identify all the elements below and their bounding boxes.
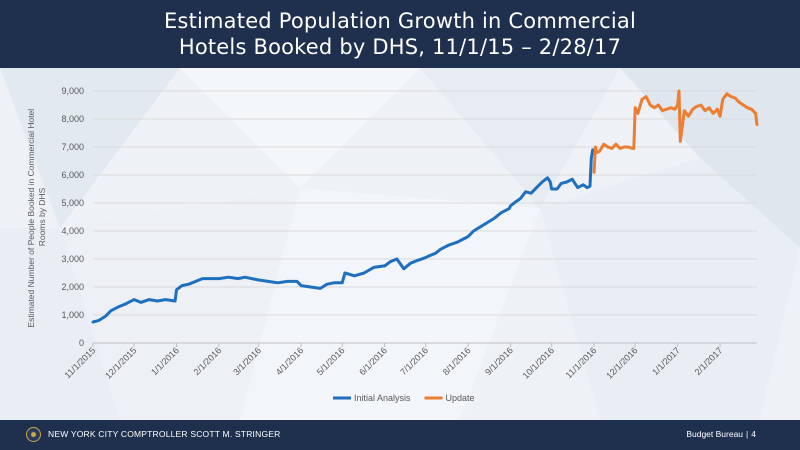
y-axis-label-line-2: Rooms by DHS	[37, 187, 47, 246]
grid-layer	[93, 90, 757, 344]
y-tick-label: 8,000	[61, 114, 84, 124]
x-tick-label: 6/1/2016	[357, 345, 389, 377]
y-axis-ticks: 0 1,000 2,000 3,000 4,000 5,000 6,000 7,000 8,00…	[61, 86, 84, 348]
background-polygons	[0, 68, 800, 420]
slide-title-line-1: Estimated Population Growth in Commercia…	[163, 9, 637, 33]
y-tick-label: 4,000	[61, 226, 84, 236]
y-tick-label: 5,000	[61, 198, 84, 208]
x-axis-ticks: 11/1/2015 12/1/2015 1/1/2016 2/1/2016 3/1/20…	[63, 343, 725, 381]
slide-header: Estimated Population Growth in Commercia…	[0, 0, 800, 68]
y-tick-label: 2,000	[61, 282, 84, 292]
y-axis-label-line-1: Estimated Number of People Booked in Com…	[26, 109, 36, 328]
x-tick-label: 11/1/2016	[564, 345, 599, 380]
slide-background	[0, 68, 800, 420]
x-tick-label: 9/1/2016	[483, 345, 515, 377]
series-line-initial-analysis	[91, 148, 595, 324]
x-tick-label: 10/1/2016	[521, 345, 556, 380]
y-tick-label: 7,000	[61, 142, 84, 152]
footer-department: Budget Bureau	[686, 429, 744, 439]
legend-label-initial-analysis: Initial Analysis	[354, 393, 411, 403]
x-tick-label: 2/1/2017	[693, 345, 725, 377]
footer-page-info: Budget Bureau | 4	[686, 429, 756, 439]
y-tick-label: 9,000	[61, 86, 84, 96]
x-tick-label: 1/1/2016	[149, 345, 181, 377]
x-tick-label: 12/1/2016	[604, 345, 639, 380]
x-tick-label: 12/1/2015	[103, 345, 138, 380]
x-tick-label: 1/1/2017	[650, 345, 682, 377]
y-tick-label: 0	[79, 338, 84, 348]
y-tick-label: 3,000	[61, 254, 84, 264]
line-chart: 0 1,000 2,000 3,000 4,000 5,000 6,000 7,000 8,00…	[26, 86, 759, 403]
slide-title-line-2: Hotels Booked by DHS, 11/1/15 – 2/28/17	[178, 35, 622, 59]
y-axis-label: Estimated Number of People Booked in Com…	[26, 106, 47, 327]
x-tick-label: 8/1/2016	[441, 345, 473, 377]
x-tick-label: 3/1/2016	[231, 345, 263, 377]
footer-comptroller-text: NEW YORK CITY COMPTROLLER SCOTT M. STRIN…	[48, 429, 281, 439]
legend-label-update: Update	[446, 393, 475, 403]
footer-separator: |	[746, 429, 749, 439]
chart-legend: Initial Analysis Update	[333, 393, 475, 403]
x-tick-label: 4/1/2016	[274, 345, 306, 377]
x-tick-label: 5/1/2016	[315, 345, 347, 377]
x-tick-label: 7/1/2016	[398, 345, 430, 377]
series-layer	[91, 89, 759, 324]
slide-footer: NEW YORK CITY COMPTROLLER SCOTT M. STRIN…	[0, 420, 800, 450]
footer-page-number: 4	[751, 429, 756, 439]
y-tick-label: 6,000	[61, 170, 84, 180]
series-line-update	[592, 89, 759, 174]
city-seal-icon	[26, 427, 41, 442]
y-tick-label: 1,000	[61, 310, 84, 320]
x-tick-label: 11/1/2015	[63, 345, 98, 380]
x-tick-label: 2/1/2016	[192, 345, 224, 377]
